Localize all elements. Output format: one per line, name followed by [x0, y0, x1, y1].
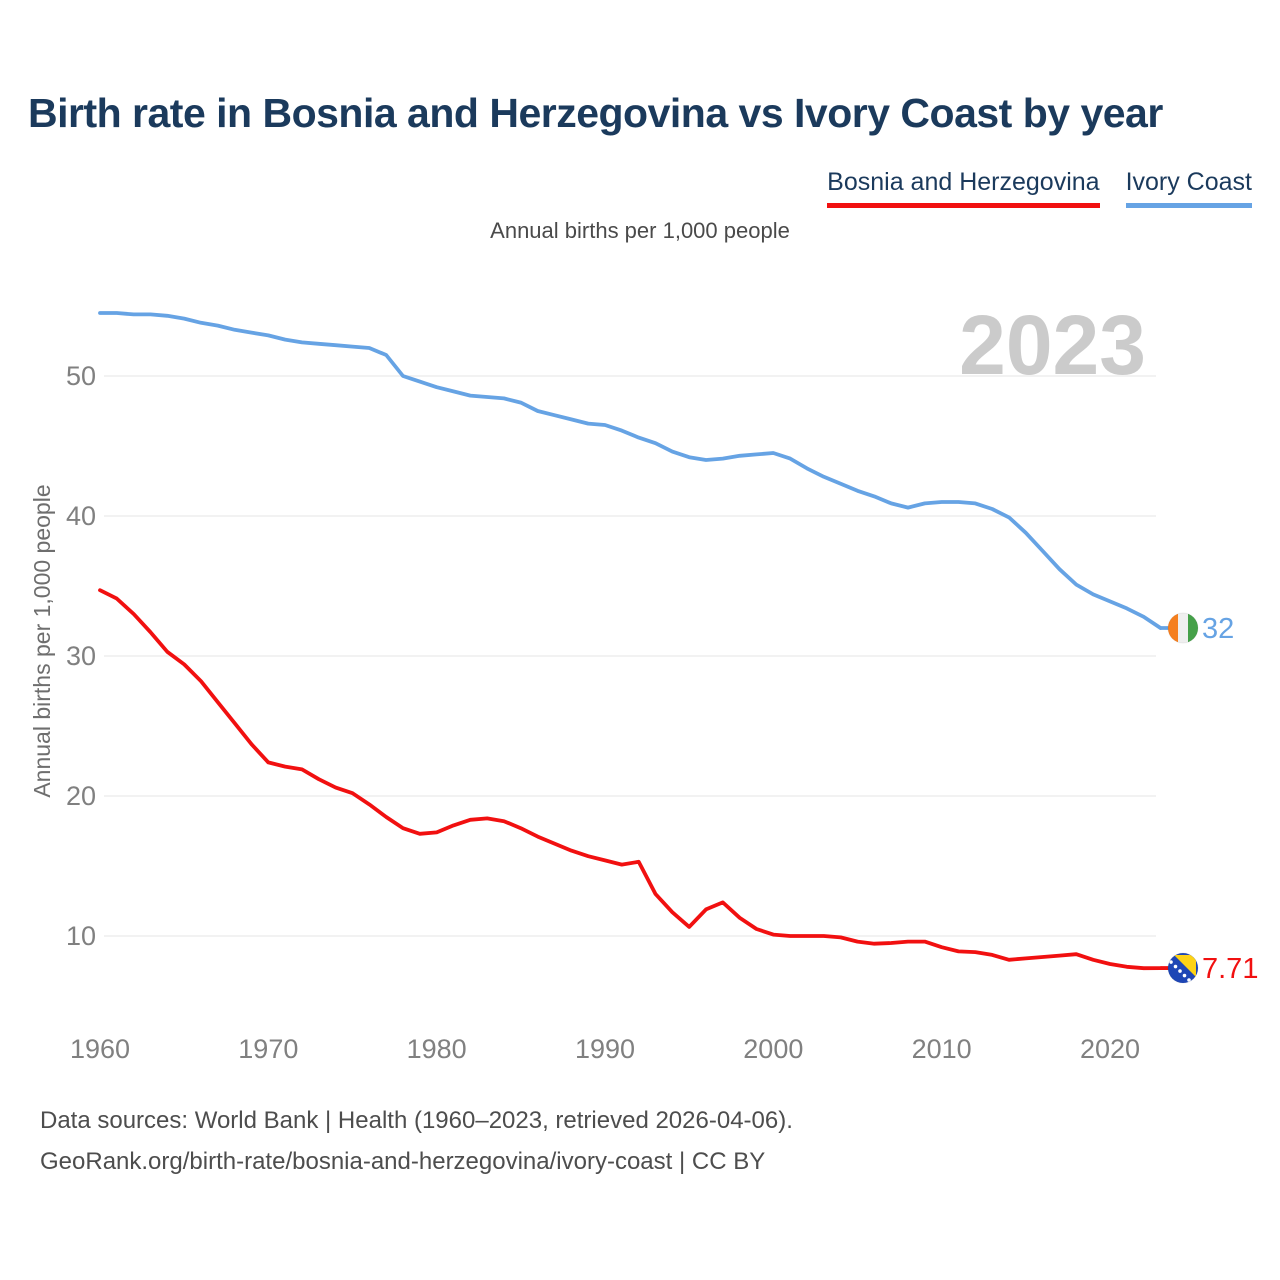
- y-tick-label-10: 10: [66, 921, 96, 951]
- x-tick-label-2010: 2010: [912, 1034, 972, 1064]
- y-tick-label-50: 50: [66, 361, 96, 391]
- series-line-bosnia-and-herzegovina: [98, 588, 1163, 971]
- y-tick-label-30: 30: [66, 641, 96, 671]
- x-tick-label-1960: 1960: [70, 1034, 130, 1064]
- bosnia-flag-star: [1178, 969, 1182, 973]
- y-tick-label-40: 40: [66, 501, 96, 531]
- ivory-coast-flag-stripe: [1168, 613, 1178, 643]
- footer-attribution: GeoRank.org/birth-rate/bosnia-and-herzeg…: [40, 1148, 766, 1175]
- bosnia-flag-star: [1187, 978, 1191, 982]
- end-value-label-ivory-coast: 32: [1202, 613, 1234, 645]
- watermark-year: 2023: [959, 298, 1146, 392]
- x-tick-label-1990: 1990: [575, 1034, 635, 1064]
- legend-item-ivory-coast[interactable]: Ivory Coast: [1125, 168, 1252, 208]
- y-tick-label-20: 20: [66, 781, 96, 811]
- chart-subtitle: Annual births per 1,000 people: [490, 218, 790, 243]
- x-tick-label-1970: 1970: [238, 1034, 298, 1064]
- x-tick-label-2000: 2000: [743, 1034, 803, 1064]
- bosnia-flag-star: [1182, 973, 1187, 978]
- bosnia-flag-star: [1169, 960, 1173, 964]
- bosnia-and-herzegovina-flag-icon: [1168, 953, 1198, 984]
- bosnia-flag-triangle: [1174, 955, 1196, 978]
- ivory-coast-flag-stripe: [1178, 613, 1188, 643]
- ivory-coast-flag-icon: [1168, 613, 1198, 643]
- end-value-label-bosnia-and-herzegovina: 7.71: [1202, 953, 1258, 985]
- x-tick-label-2020: 2020: [1080, 1034, 1140, 1064]
- legend: Bosnia and Herzegovina Ivory Coast: [827, 168, 1252, 208]
- footer-data-sources: Data sources: World Bank | Health (1960–…: [40, 1107, 793, 1134]
- x-tick-label-1980: 1980: [407, 1034, 467, 1064]
- bosnia-and-herzegovina-flag-rim: [1167, 952, 1199, 984]
- footer: Data sources: World Bank | Health (1960–…: [40, 1100, 793, 1182]
- ivory-coast-flag-stripe: [1188, 613, 1198, 643]
- ivory-coast-flag-rim: [1167, 612, 1199, 644]
- page-title: Birth rate in Bosnia and Herzegovina vs …: [28, 90, 1163, 136]
- legend-item-bosnia-and-herzegovina[interactable]: Bosnia and Herzegovina: [827, 168, 1100, 208]
- series-line-ivory-coast: [98, 311, 1163, 630]
- bosnia-flag-star: [1173, 964, 1178, 969]
